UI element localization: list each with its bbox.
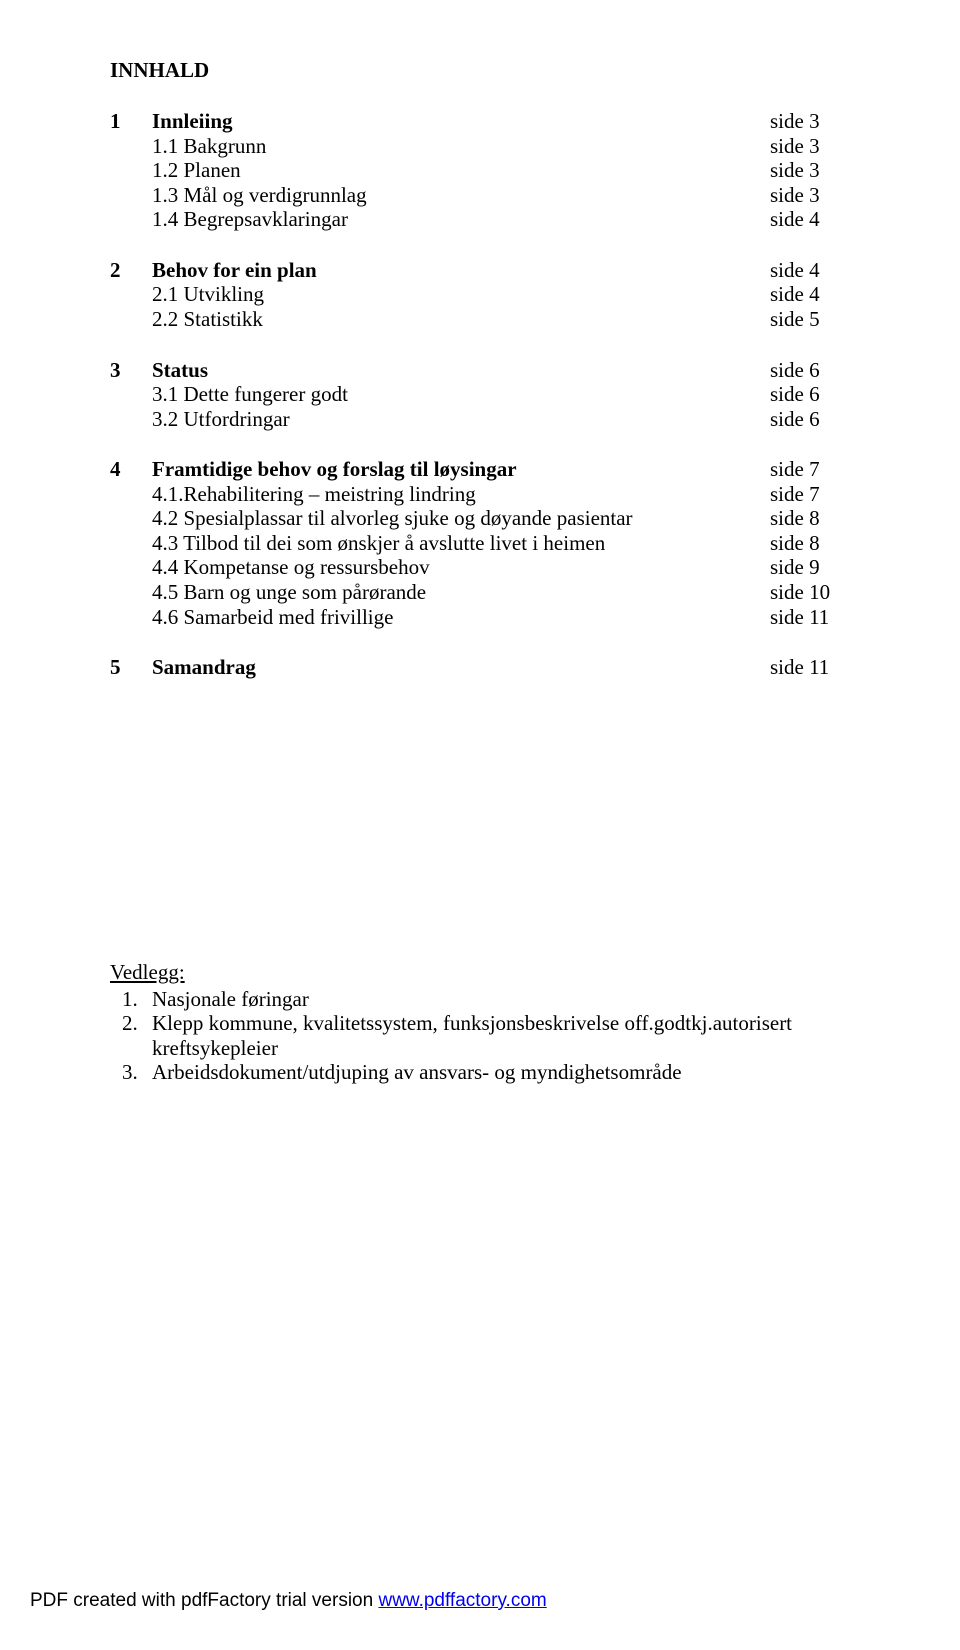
toc-row: 1.1 Bakgrunnside 3 — [110, 134, 850, 159]
toc-page-ref: side 4 — [770, 258, 850, 283]
appendix-item: 2.Klepp kommune, kvalitetssystem, funksj… — [110, 1011, 850, 1060]
toc-page-ref: side 6 — [770, 407, 850, 432]
toc-number: 2 — [110, 258, 152, 283]
toc-label: 1.4 Begrepsavklaringar — [152, 207, 770, 232]
toc-section: 2Behov for ein planside 42.1 Utviklingsi… — [110, 258, 850, 332]
table-of-contents: 1Innleiingside 31.1 Bakgrunnside 31.2 Pl… — [110, 109, 850, 680]
toc-section: 3Statusside 63.1 Dette fungerer godtside… — [110, 358, 850, 432]
toc-row: 4Framtidige behov og forslag til løysing… — [110, 457, 850, 482]
toc-row: 2.2 Statistikkside 5 — [110, 307, 850, 332]
toc-section: 5Samandragside 11 — [110, 655, 850, 680]
toc-number — [110, 207, 152, 232]
toc-number — [110, 482, 152, 507]
toc-label: 4.2 Spesialplassar til alvorleg sjuke og… — [152, 506, 770, 531]
toc-page-ref: side 4 — [770, 207, 850, 232]
toc-page-ref: side 7 — [770, 457, 850, 482]
toc-number — [110, 531, 152, 556]
footer-text: PDF created with pdfFactory trial versio… — [30, 1590, 378, 1611]
toc-number: 4 — [110, 457, 152, 482]
toc-label: 4.1.Rehabilitering – meistring lindring — [152, 482, 770, 507]
toc-label: Behov for ein plan — [152, 258, 770, 283]
toc-label: 1.3 Mål og verdigrunnlag — [152, 183, 770, 208]
toc-page-ref: side 6 — [770, 358, 850, 383]
toc-page-ref: side 3 — [770, 134, 850, 159]
toc-label: 2.2 Statistikk — [152, 307, 770, 332]
appendix-item-text: Nasjonale føringar — [152, 987, 850, 1012]
toc-row: 4.4 Kompetanse og ressursbehovside 9 — [110, 555, 850, 580]
toc-label: 1.2 Planen — [152, 158, 770, 183]
toc-row: 4.3 Tilbod til dei som ønskjer å avslutt… — [110, 531, 850, 556]
toc-number — [110, 382, 152, 407]
toc-page-ref: side 3 — [770, 183, 850, 208]
toc-number: 5 — [110, 655, 152, 680]
toc-page-ref: side 6 — [770, 382, 850, 407]
toc-row: 4.1.Rehabilitering – meistring lindrings… — [110, 482, 850, 507]
toc-row: 3.1 Dette fungerer godtside 6 — [110, 382, 850, 407]
pdf-footer: PDF created with pdfFactory trial versio… — [30, 1590, 547, 1612]
appendix-title: Vedlegg: — [110, 960, 850, 985]
toc-page-ref: side 5 — [770, 307, 850, 332]
toc-label: Status — [152, 358, 770, 383]
toc-number — [110, 407, 152, 432]
toc-label: Innleiing — [152, 109, 770, 134]
toc-page-ref: side 10 — [770, 580, 850, 605]
toc-label: 4.6 Samarbeid med frivillige — [152, 605, 770, 630]
toc-row: 5Samandragside 11 — [110, 655, 850, 680]
toc-label: 4.3 Tilbod til dei som ønskjer å avslutt… — [152, 531, 770, 556]
toc-section: 4Framtidige behov og forslag til løysing… — [110, 457, 850, 629]
toc-page-ref: side 8 — [770, 531, 850, 556]
appendix-item-number: 2. — [110, 1011, 152, 1060]
appendix-item-number: 3. — [110, 1060, 152, 1085]
toc-page-ref: side 7 — [770, 482, 850, 507]
toc-row: 3.2 Utfordringarside 6 — [110, 407, 850, 432]
toc-number — [110, 183, 152, 208]
toc-row: 1.4 Begrepsavklaringarside 4 — [110, 207, 850, 232]
toc-page-ref: side 9 — [770, 555, 850, 580]
toc-number — [110, 605, 152, 630]
toc-section: 1Innleiingside 31.1 Bakgrunnside 31.2 Pl… — [110, 109, 850, 232]
toc-row: 4.2 Spesialplassar til alvorleg sjuke og… — [110, 506, 850, 531]
toc-number — [110, 134, 152, 159]
toc-label: Framtidige behov og forslag til løysinga… — [152, 457, 770, 482]
toc-label: 1.1 Bakgrunn — [152, 134, 770, 159]
toc-page-ref: side 8 — [770, 506, 850, 531]
toc-page-ref: side 11 — [770, 605, 850, 630]
toc-label: 3.2 Utfordringar — [152, 407, 770, 432]
toc-page-ref: side 3 — [770, 109, 850, 134]
document-page: INNHALD 1Innleiingside 31.1 Bakgrunnside… — [0, 0, 960, 1650]
page-title: INNHALD — [110, 58, 850, 83]
toc-row: 3Statusside 6 — [110, 358, 850, 383]
toc-page-ref: side 11 — [770, 655, 850, 680]
toc-row: 2Behov for ein planside 4 — [110, 258, 850, 283]
toc-row: 4.6 Samarbeid med frivilligeside 11 — [110, 605, 850, 630]
appendix-item: 1.Nasjonale føringar — [110, 987, 850, 1012]
toc-page-ref: side 4 — [770, 282, 850, 307]
toc-number — [110, 282, 152, 307]
toc-number — [110, 555, 152, 580]
toc-number: 3 — [110, 358, 152, 383]
toc-label: 2.1 Utvikling — [152, 282, 770, 307]
toc-label: Samandrag — [152, 655, 770, 680]
toc-number — [110, 307, 152, 332]
appendix-list: 1.Nasjonale føringar2.Klepp kommune, kva… — [110, 987, 850, 1085]
toc-number — [110, 158, 152, 183]
toc-number: 1 — [110, 109, 152, 134]
appendix-item-text: Klepp kommune, kvalitetssystem, funksjon… — [152, 1011, 850, 1060]
toc-label: 4.5 Barn og unge som pårørande — [152, 580, 770, 605]
toc-number — [110, 506, 152, 531]
appendix-item: 3.Arbeidsdokument/utdjuping av ansvars- … — [110, 1060, 850, 1085]
toc-row: 1Innleiingside 3 — [110, 109, 850, 134]
toc-row: 4.5 Barn og unge som pårørandeside 10 — [110, 580, 850, 605]
toc-number — [110, 580, 152, 605]
appendix-section: Vedlegg: 1.Nasjonale føringar2.Klepp kom… — [110, 960, 850, 1085]
toc-row: 1.2 Planenside 3 — [110, 158, 850, 183]
appendix-item-number: 1. — [110, 987, 152, 1012]
toc-label: 4.4 Kompetanse og ressursbehov — [152, 555, 770, 580]
appendix-item-text: Arbeidsdokument/utdjuping av ansvars- og… — [152, 1060, 850, 1085]
toc-page-ref: side 3 — [770, 158, 850, 183]
footer-link[interactable]: www.pdffactory.com — [378, 1590, 546, 1611]
toc-row: 2.1 Utviklingside 4 — [110, 282, 850, 307]
toc-label: 3.1 Dette fungerer godt — [152, 382, 770, 407]
toc-row: 1.3 Mål og verdigrunnlagside 3 — [110, 183, 850, 208]
